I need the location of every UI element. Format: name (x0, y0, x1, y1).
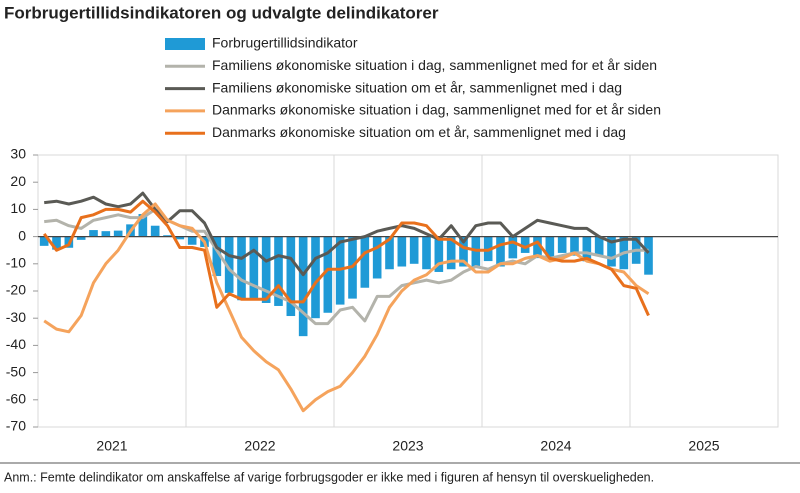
chart-title: Forbrugertillidsindikatoren og udvalgte … (4, 3, 439, 22)
bar (101, 231, 111, 237)
legend-label: Familiens økonomiske situation i dag, sa… (212, 57, 657, 73)
y-tick-label: -30 (6, 309, 26, 325)
y-tick-label: -40 (6, 336, 26, 352)
bar (150, 225, 160, 237)
bar (274, 236, 283, 306)
bar (570, 236, 579, 256)
bar (385, 236, 394, 270)
bar (298, 236, 308, 337)
bar (434, 236, 444, 272)
bar (520, 236, 530, 253)
line (43, 202, 650, 413)
bar (533, 236, 542, 259)
bar (113, 230, 123, 237)
legend-label: Danmarks økonomiske situation om et år, … (212, 124, 626, 140)
y-tick-label: -20 (6, 282, 26, 298)
bar (163, 235, 172, 237)
x-tick-label: 2022 (244, 438, 275, 454)
plot-frame (37, 154, 779, 428)
legend-label: Danmarks økonomiske situation i dag, sam… (212, 102, 661, 118)
bar (372, 236, 382, 279)
footnote: Anm.: Femte delindikator om anskaffelse … (4, 470, 654, 484)
bar (224, 236, 234, 293)
bar (89, 230, 98, 237)
line (44, 191, 650, 277)
y-tick-label: 20 (10, 173, 26, 189)
y-tick-label: -50 (6, 363, 26, 379)
legend-label: Familiens økonomiske situation om et år,… (212, 79, 622, 95)
bar (175, 236, 185, 240)
y-tick-label: -10 (6, 255, 26, 271)
y-tick-label: 30 (10, 146, 26, 162)
bar (212, 236, 222, 277)
y-tick-label: -60 (6, 391, 26, 407)
bar (52, 236, 61, 250)
x-tick-label: 2023 (392, 438, 423, 454)
y-tick-label: 10 (10, 200, 26, 216)
x-tick-label: 2024 (540, 438, 571, 454)
bar (644, 236, 653, 275)
bar (323, 236, 333, 313)
bar (249, 236, 259, 299)
bar (508, 236, 518, 259)
bar (409, 236, 419, 264)
bar (311, 236, 320, 319)
bar (360, 236, 370, 288)
bar (582, 236, 592, 262)
bar (446, 236, 456, 270)
x-tick-label: 2025 (688, 438, 719, 454)
bar (459, 236, 468, 267)
bar (496, 236, 505, 267)
bar (286, 236, 296, 317)
bar (397, 236, 407, 267)
bar (138, 214, 148, 237)
bar (557, 236, 567, 253)
y-tick-label: -70 (6, 418, 26, 434)
bar (594, 236, 604, 256)
legend-label: Forbrugertillidsindikator (212, 35, 358, 51)
bar (39, 236, 49, 246)
bar (237, 236, 246, 301)
bar (187, 236, 197, 245)
bar (76, 236, 86, 240)
line (43, 199, 650, 317)
x-tick-label: 2021 (96, 438, 127, 454)
y-tick-label: 0 (18, 227, 26, 243)
bar (261, 236, 271, 303)
legend-swatch (165, 38, 205, 50)
bar (545, 236, 555, 259)
bar (422, 236, 431, 270)
bar (607, 236, 616, 267)
